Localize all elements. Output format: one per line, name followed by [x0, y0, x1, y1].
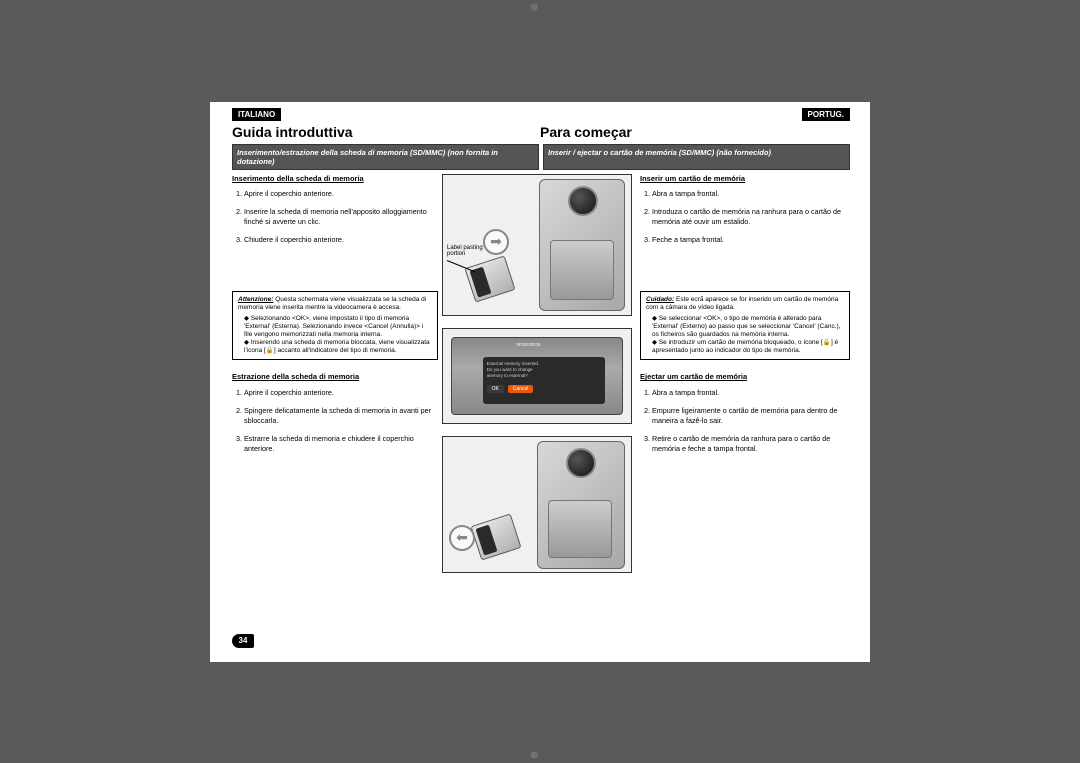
- step: Aprire il coperchio anteriore.: [244, 388, 438, 398]
- note-bullet: Se introduzir um cartão de memória bloqu…: [652, 339, 844, 355]
- manual-page: ITALIANO PORTUG. Guida introduttiva Para…: [210, 102, 870, 662]
- dialog-timestamp: 00:00:00:00: [517, 342, 541, 348]
- step: Estrarre la scheda di memoria e chiudere…: [244, 434, 438, 454]
- steps-insert-pt: Abra a tampa frontal. Introduza o cartão…: [652, 189, 850, 245]
- note-label-pt: Cuidado:: [646, 296, 674, 303]
- note-box-pt: Cuidado: Este ecrã aparece se for inseri…: [640, 291, 850, 360]
- dialog-box: External memory inserted. Do you want to…: [483, 357, 605, 404]
- illustration-insert-card: ➡ Label pasting portion: [442, 174, 632, 316]
- step: Inserire la scheda di memoria nell'appos…: [244, 207, 438, 227]
- page-number: 34: [232, 634, 254, 648]
- registration-mark: ⊕: [530, 750, 538, 761]
- note-label-it: Attenzione:: [238, 296, 273, 303]
- content-area: Inserimento della scheda di memoria Apri…: [232, 174, 850, 634]
- title-portuguese: Para começar: [540, 124, 632, 140]
- arrow-eject-icon: ⬅: [449, 525, 475, 551]
- lang-tag-portuguese: PORTUG.: [802, 108, 850, 121]
- registration-mark: ⊕: [530, 2, 538, 13]
- subtitle-italian: Inserimento/estrazione della scheda di m…: [232, 144, 539, 170]
- column-illustrations: ➡ Label pasting portion 00:00:00:00 Exte…: [442, 174, 632, 634]
- steps-eject-pt: Abra a tampa frontal. Empurre ligeiramen…: [652, 388, 850, 454]
- note-bullet: Inserendo una scheda di memoria bloccata…: [244, 339, 432, 355]
- step: Abra a tampa frontal.: [652, 189, 850, 199]
- step: Spingere delicatamente la scheda di memo…: [244, 406, 438, 426]
- dialog-ok-button: OK: [487, 385, 504, 394]
- illustration-eject-card: ⬅: [442, 436, 632, 573]
- lang-tag-italian: ITALIANO: [232, 108, 281, 121]
- step: Abra a tampa frontal.: [652, 388, 850, 398]
- column-portuguese: Inserir um cartão de memória Abra a tamp…: [632, 174, 850, 634]
- steps-eject-it: Aprire il coperchio anteriore. Spingere …: [244, 388, 438, 454]
- steps-insert-it: Aprire il coperchio anteriore. Inserire …: [244, 189, 438, 245]
- note-bullet: Selezionando <OK>, viene impostato il ti…: [244, 315, 432, 339]
- dialog-text: memory to external?: [487, 373, 601, 379]
- heading-insert-it: Inserimento della scheda di memoria: [232, 174, 438, 185]
- illustration-screen-dialog: 00:00:00:00 External memory inserted. Do…: [442, 328, 632, 424]
- heading-eject-pt: Ejectar um cartão de memória: [640, 372, 850, 383]
- note-box-it: Attenzione: Questa schermata viene visua…: [232, 291, 438, 360]
- step: Chiudere il coperchio anteriore.: [244, 235, 438, 245]
- heading-eject-it: Estrazione della scheda di memoria: [232, 372, 438, 383]
- title-italian: Guida introduttiva: [232, 124, 532, 140]
- step: Empurre ligeiramente o cartão de memória…: [652, 406, 850, 426]
- heading-insert-pt: Inserir um cartão de memória: [640, 174, 850, 185]
- column-italian: Inserimento della scheda di memoria Apri…: [232, 174, 442, 634]
- label-callout: Label pasting portion: [447, 245, 491, 261]
- subtitle-portuguese: Inserir / ejectar o cartão de memória (S…: [543, 144, 850, 170]
- subtitle-bar: Inserimento/estrazione della scheda di m…: [232, 144, 850, 170]
- note-lead-pt: Este ecrã aparece se for inserido um car…: [646, 296, 838, 311]
- note-bullet: Se seleccionar <OK>, o tipo de memória é…: [652, 315, 844, 339]
- step: Introduza o cartão de memória na ranhura…: [652, 207, 850, 227]
- dialog-cancel-button: Cancel: [508, 385, 534, 394]
- step: Aprire il coperchio anteriore.: [244, 189, 438, 199]
- title-row: Guida introduttiva Para começar: [210, 124, 870, 140]
- language-header: ITALIANO PORTUG.: [210, 102, 870, 121]
- step: Retire o cartão de memória da ranhura pa…: [652, 434, 850, 454]
- step: Feche a tampa frontal.: [652, 235, 850, 245]
